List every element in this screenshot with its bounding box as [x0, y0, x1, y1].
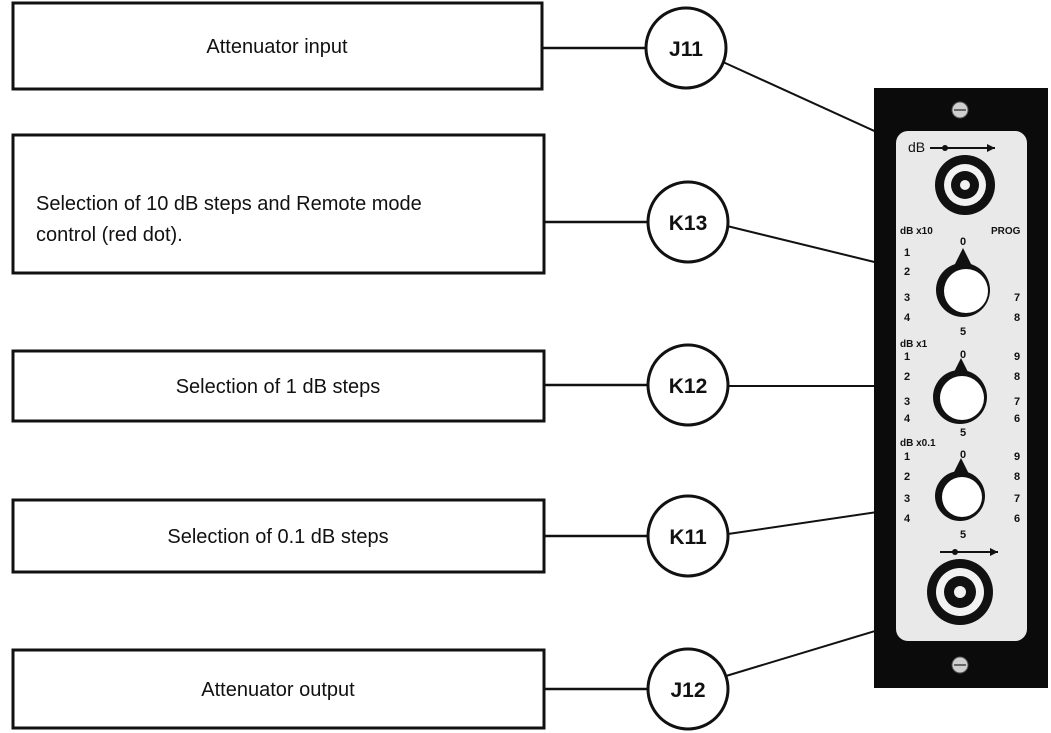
- x1-step-knob[interactable]: [933, 358, 987, 424]
- x1-right-9: 9: [1014, 351, 1020, 363]
- x1-bottom-label: 5: [960, 427, 966, 439]
- input-arrow-icon: [930, 144, 995, 152]
- x01-left-2: 2: [904, 471, 910, 483]
- reference-circle: [646, 180, 730, 264]
- label-text: Selection of 0.1 dB steps: [167, 526, 388, 548]
- x01-title: dB x0.1: [900, 438, 936, 449]
- bottom-screw-icon: [951, 656, 969, 674]
- reference-label: K13: [669, 212, 708, 235]
- x10-left-4: 4: [904, 312, 911, 324]
- label-box: [11, 648, 546, 730]
- output-arrow-icon: [940, 548, 998, 556]
- callout-attenuator-output: Attenuator output J12: [11, 611, 939, 731]
- x10-top-label: 0: [960, 236, 966, 248]
- reference-circle: [646, 647, 730, 731]
- reference-label: K11: [669, 526, 707, 549]
- callout-1db-steps: Selection of 1 dB steps K12: [11, 343, 928, 427]
- label-text: Selection of 1 dB steps: [176, 376, 381, 398]
- db-label: dB: [908, 139, 925, 155]
- x01-right-7: 7: [1014, 493, 1020, 505]
- x1-left-2: 2: [904, 371, 910, 383]
- label-text-line-2: control (red dot).: [36, 224, 183, 246]
- x1-right-7: 7: [1014, 396, 1020, 408]
- label-text: Attenuator input: [206, 36, 348, 58]
- x10-right-8: 8: [1014, 312, 1020, 324]
- x10-left-1: 1: [904, 247, 910, 259]
- reference-circle: [646, 494, 730, 578]
- x10-left-3: 3: [904, 292, 910, 304]
- x1-left-4: 4: [904, 413, 911, 425]
- x1-right-8: 8: [1014, 371, 1020, 383]
- reference-label: K12: [669, 375, 708, 398]
- x01-right-6: 6: [1014, 513, 1020, 525]
- label-text: Attenuator output: [201, 679, 355, 701]
- reference-label: J11: [669, 38, 703, 61]
- x01-left-3: 3: [904, 493, 910, 505]
- x01-right-8: 8: [1014, 471, 1020, 483]
- x10-right-7: 7: [1014, 292, 1020, 304]
- label-box: [11, 349, 546, 423]
- x01-left-1: 1: [904, 451, 910, 463]
- top-screw-icon: [951, 101, 969, 119]
- x1-top-label: 0: [960, 349, 966, 361]
- reference-label: J12: [670, 679, 705, 702]
- reference-circle: [644, 6, 728, 90]
- x01-left-4: 4: [904, 513, 911, 525]
- x01-bottom-label: 5: [960, 529, 966, 541]
- callout-0.1db-steps: Selection of 0.1 dB steps K11: [11, 494, 939, 578]
- label-box: [11, 133, 546, 275]
- x10-left-2: 2: [904, 266, 910, 278]
- x1-right-6: 6: [1014, 413, 1020, 425]
- input-connector-icon: [935, 155, 995, 215]
- x1-title: dB x1: [900, 339, 928, 350]
- callout-10db-steps: Selection of 10 dB steps and Remote mode…: [11, 133, 941, 279]
- attenuator-front-panel: dB dB x10 PROG 0 1 2 3 4 7 8 5 dB x1 0: [874, 88, 1048, 688]
- x1-left-1: 1: [904, 351, 910, 363]
- x10-step-knob[interactable]: [936, 248, 990, 317]
- label-box: [11, 1, 544, 91]
- output-connector-icon[interactable]: [927, 559, 993, 625]
- x10-prog-label: PROG: [991, 226, 1021, 237]
- label-text-line-1: Selection of 10 dB steps and Remote mode: [36, 193, 422, 215]
- x01-step-knob[interactable]: [935, 458, 985, 521]
- x10-bottom-label: 5: [960, 326, 966, 338]
- x1-left-3: 3: [904, 396, 910, 408]
- x01-right-9: 9: [1014, 451, 1020, 463]
- x10-title: dB x10: [900, 226, 933, 237]
- x01-top-label: 0: [960, 449, 966, 461]
